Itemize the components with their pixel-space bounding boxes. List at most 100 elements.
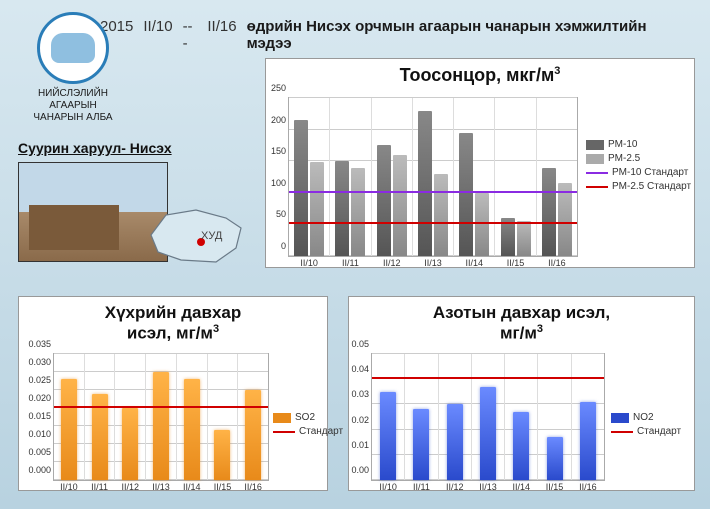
- so2-bar: [122, 408, 138, 480]
- standard-line: [289, 222, 577, 224]
- pm10-bar: [294, 120, 308, 256]
- category-group: II/15: [495, 98, 536, 256]
- pm10-bar: [459, 133, 473, 256]
- legend-line-pm10std: [586, 172, 608, 174]
- legend-swatch-pm25: [586, 154, 604, 164]
- xlabel: II/13: [146, 480, 176, 492]
- xlabel: II/14: [505, 480, 537, 492]
- so2-bar: [153, 372, 169, 480]
- xlabel: II/16: [238, 480, 268, 492]
- no2-chart-panel: Азотын давхар исэл, мг/м3 0.000.010.020.…: [348, 296, 695, 491]
- xlabel: II/15: [538, 480, 570, 492]
- no2-bar: [513, 412, 529, 480]
- pm10-bar: [377, 145, 391, 256]
- xlabel: II/14: [454, 256, 494, 268]
- pm-legend: PM-10 PM-2.5 PM-10 Стандарт PM-2.5 Станд…: [586, 139, 691, 195]
- pm25-bar: [517, 221, 531, 256]
- ytick: 0.005: [28, 447, 54, 457]
- xlabel: II/11: [85, 480, 115, 492]
- org-logo: [37, 12, 109, 84]
- no2-bar: [480, 387, 496, 480]
- ytick: 0.025: [28, 375, 54, 385]
- category-group: II/14: [177, 354, 208, 480]
- category-group: II/12: [439, 354, 472, 480]
- category-group: II/16: [238, 354, 268, 480]
- ytick: 0.020: [28, 393, 54, 403]
- ytick: 0.035: [28, 339, 54, 349]
- xlabel: II/12: [439, 480, 471, 492]
- so2-bar: [184, 379, 200, 480]
- xlabel: II/16: [537, 256, 577, 268]
- ytick: 50: [276, 209, 289, 219]
- xlabel: II/13: [472, 480, 504, 492]
- legend-swatch-so2: [273, 413, 291, 423]
- category-group: II/12: [372, 98, 413, 256]
- xlabel: II/15: [208, 480, 238, 492]
- category-group: II/10: [54, 354, 85, 480]
- date-separator: ---: [183, 18, 198, 52]
- no2-chart-title: Азотын давхар исэл, мг/м3: [349, 297, 694, 345]
- pm25-bar: [475, 193, 489, 256]
- xlabel: II/10: [54, 480, 84, 492]
- org-name-line1: НИЙСЛЭЛИЙН АГААРЫН: [38, 88, 108, 111]
- date-to: II/16: [207, 18, 236, 35]
- pm25-bar: [310, 162, 324, 256]
- no2-legend: NO2 Стандарт: [611, 412, 681, 440]
- category-group: II/16: [572, 354, 604, 480]
- xlabel: II/10: [372, 480, 404, 492]
- station-block: Суурин харуул- Нисэх ХУД: [18, 140, 248, 262]
- so2-bar: [214, 430, 230, 480]
- category-group: II/16: [537, 98, 577, 256]
- ytick: 0.000: [28, 465, 54, 475]
- pm10-bar: [335, 161, 349, 256]
- district-label: ХУД: [201, 230, 222, 242]
- category-group: II/13: [472, 354, 505, 480]
- so2-chart-panel: Хүхрийн давхар исэл, мг/м3 0.0000.0050.0…: [18, 296, 328, 491]
- legend-swatch-pm10: [586, 140, 604, 150]
- no2-plot-area: 0.000.010.020.030.040.05II/10II/11II/12I…: [371, 353, 605, 481]
- category-group: II/11: [330, 98, 371, 256]
- ytick: 0.04: [351, 364, 372, 374]
- pm25-bar: [434, 174, 448, 256]
- report-title: өдрийн Нисэх орчмын агаарын чанарын хэмж…: [247, 18, 690, 52]
- xlabel: II/16: [572, 480, 604, 492]
- no2-bar: [547, 437, 563, 480]
- ytick: 100: [271, 178, 289, 188]
- pm-plot-area: 050100150200250II/10II/11II/12II/13II/14…: [288, 97, 578, 257]
- category-group: II/15: [208, 354, 239, 480]
- no2-bar: [447, 404, 463, 480]
- ytick: 0.030: [28, 357, 54, 367]
- pm25-bar: [558, 183, 572, 256]
- pm10-bar: [418, 111, 432, 256]
- ytick: 0.02: [351, 415, 372, 425]
- xlabel: II/15: [495, 256, 535, 268]
- ytick: 0.00: [351, 465, 372, 475]
- so2-bar: [245, 390, 261, 480]
- ytick: 0.015: [28, 411, 54, 421]
- category-group: II/14: [505, 354, 538, 480]
- ytick: 0: [281, 241, 289, 251]
- category-group: II/11: [85, 354, 116, 480]
- xlabel: II/12: [372, 256, 412, 268]
- category-group: II/13: [146, 354, 177, 480]
- org-name-line2: ЧАНАРЫН АЛБА: [33, 112, 112, 123]
- ytick: 0.05: [351, 339, 372, 349]
- legend-line-so2std: [273, 431, 295, 433]
- date-from: II/10: [143, 18, 172, 35]
- ytick: 0.03: [351, 389, 372, 399]
- xlabel: II/14: [177, 480, 207, 492]
- station-title: Суурин харуул- Нисэх: [18, 140, 248, 156]
- legend-swatch-no2: [611, 413, 629, 423]
- ytick: 0.01: [351, 440, 372, 450]
- org-block: НИЙСЛЭЛИЙН АГААРЫН ЧАНАРЫН АЛБА: [18, 12, 128, 124]
- category-group: II/13: [413, 98, 454, 256]
- so2-bar: [61, 379, 77, 480]
- ytick: 200: [271, 115, 289, 125]
- ytick: 0.010: [28, 429, 54, 439]
- so2-plot-area: 0.0000.0050.0100.0150.0200.0250.0300.035…: [53, 353, 269, 481]
- category-group: II/10: [289, 98, 330, 256]
- no2-bar: [580, 402, 596, 480]
- no2-bar: [413, 409, 429, 480]
- pm25-bar: [351, 168, 365, 256]
- pm25-bar: [393, 155, 407, 256]
